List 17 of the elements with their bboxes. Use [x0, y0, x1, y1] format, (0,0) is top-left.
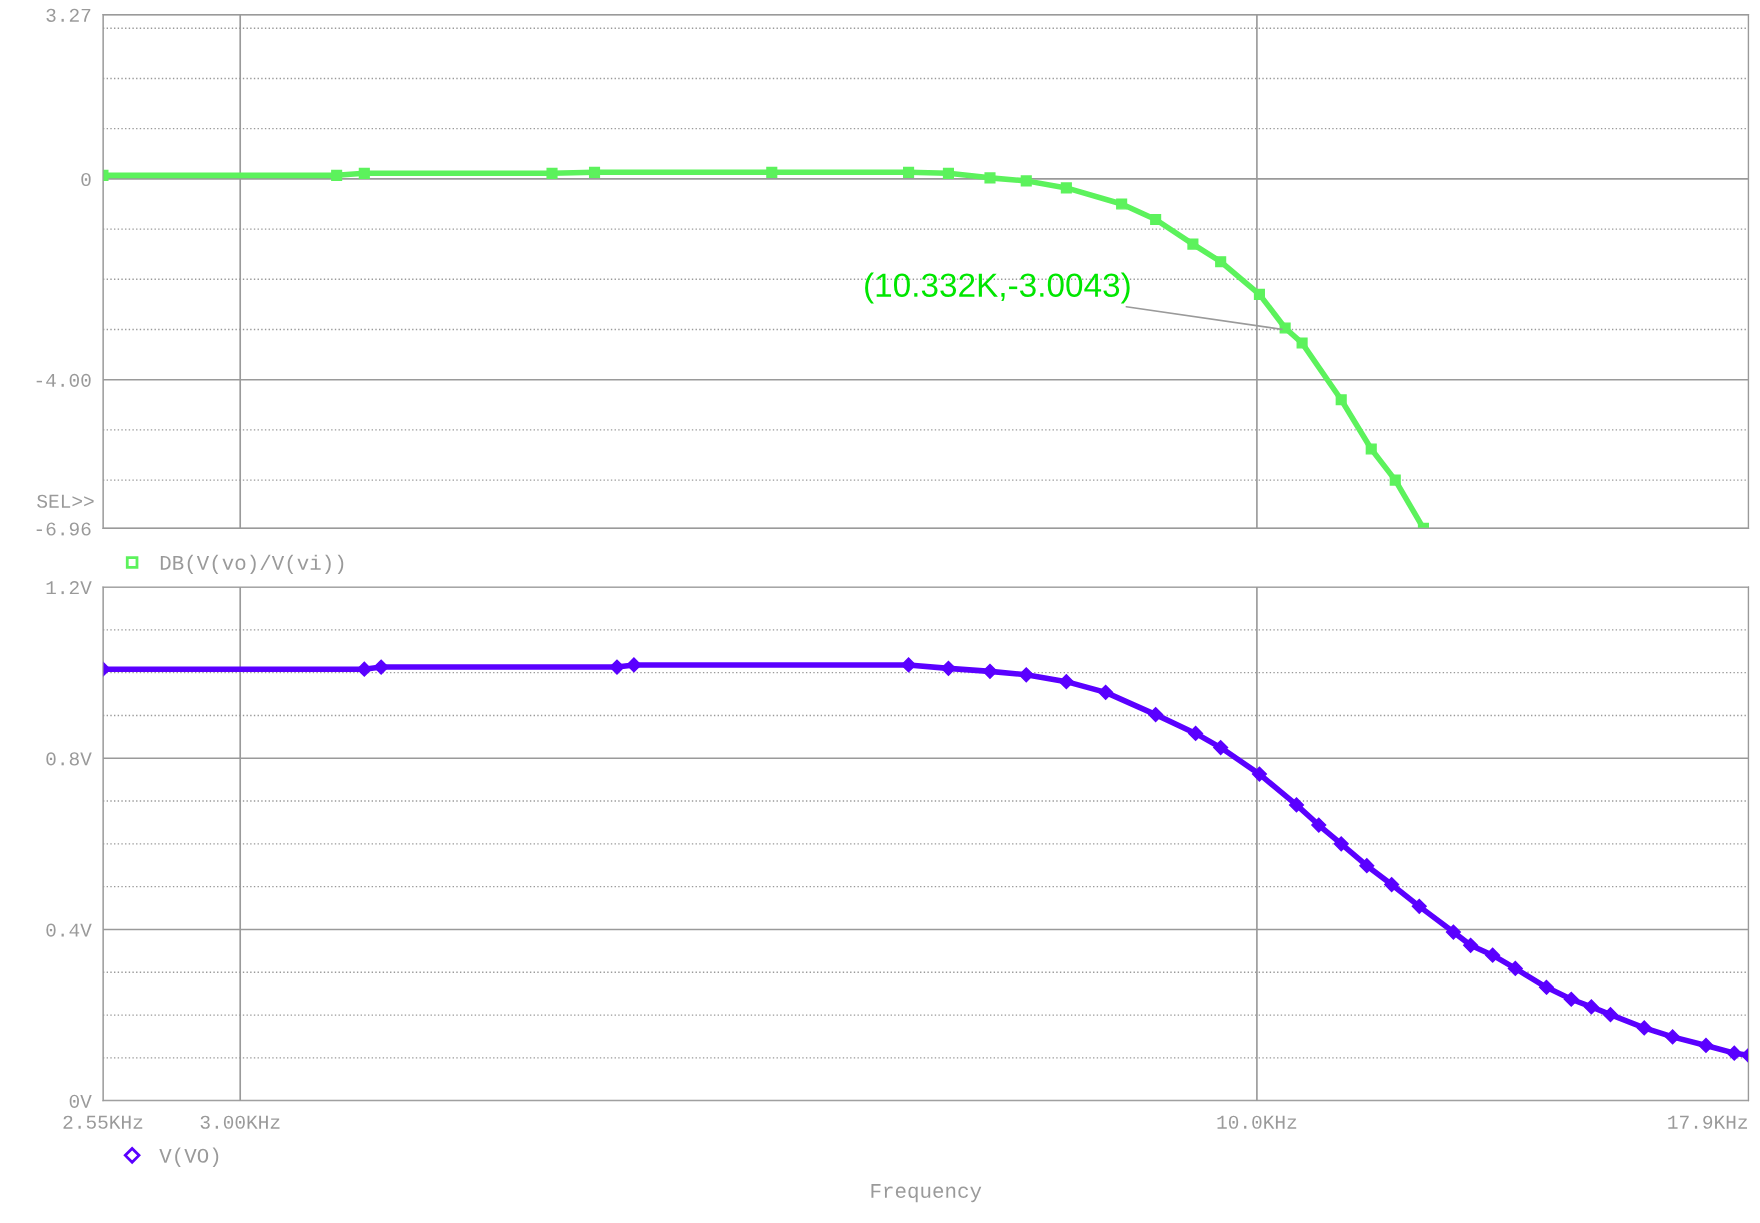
x-tick-label: 10.0KHz [1217, 1115, 1297, 1129]
y-tick-label: 0V [69, 1094, 92, 1108]
annotation: (10.332K,-3.0043) [865, 272, 1130, 304]
y-tick-label: 0 [81, 172, 91, 187]
y-tick-label: -6.96 [36, 522, 91, 536]
x-tick-label: 2.55KHz [63, 1115, 143, 1129]
x-axis-title: Frequency [871, 1184, 982, 1203]
y-tick-label: 0.8V [46, 752, 92, 766]
x-tick-label: 17.9KHz [1668, 1115, 1748, 1129]
y-tick-label: -4.00 [36, 373, 91, 387]
y-tick-label: 0.4V [46, 923, 92, 937]
legend-label: DB(V(vo)/V(vi)) [160, 554, 344, 575]
x-tick-label: 3.00KHz [200, 1115, 280, 1129]
text: SEL>> [37, 494, 94, 508]
y-tick-label: 1.2V [46, 581, 92, 595]
legend-label: V(VO) [159, 1147, 219, 1167]
y-tick-label: 3.27 [46, 8, 91, 22]
